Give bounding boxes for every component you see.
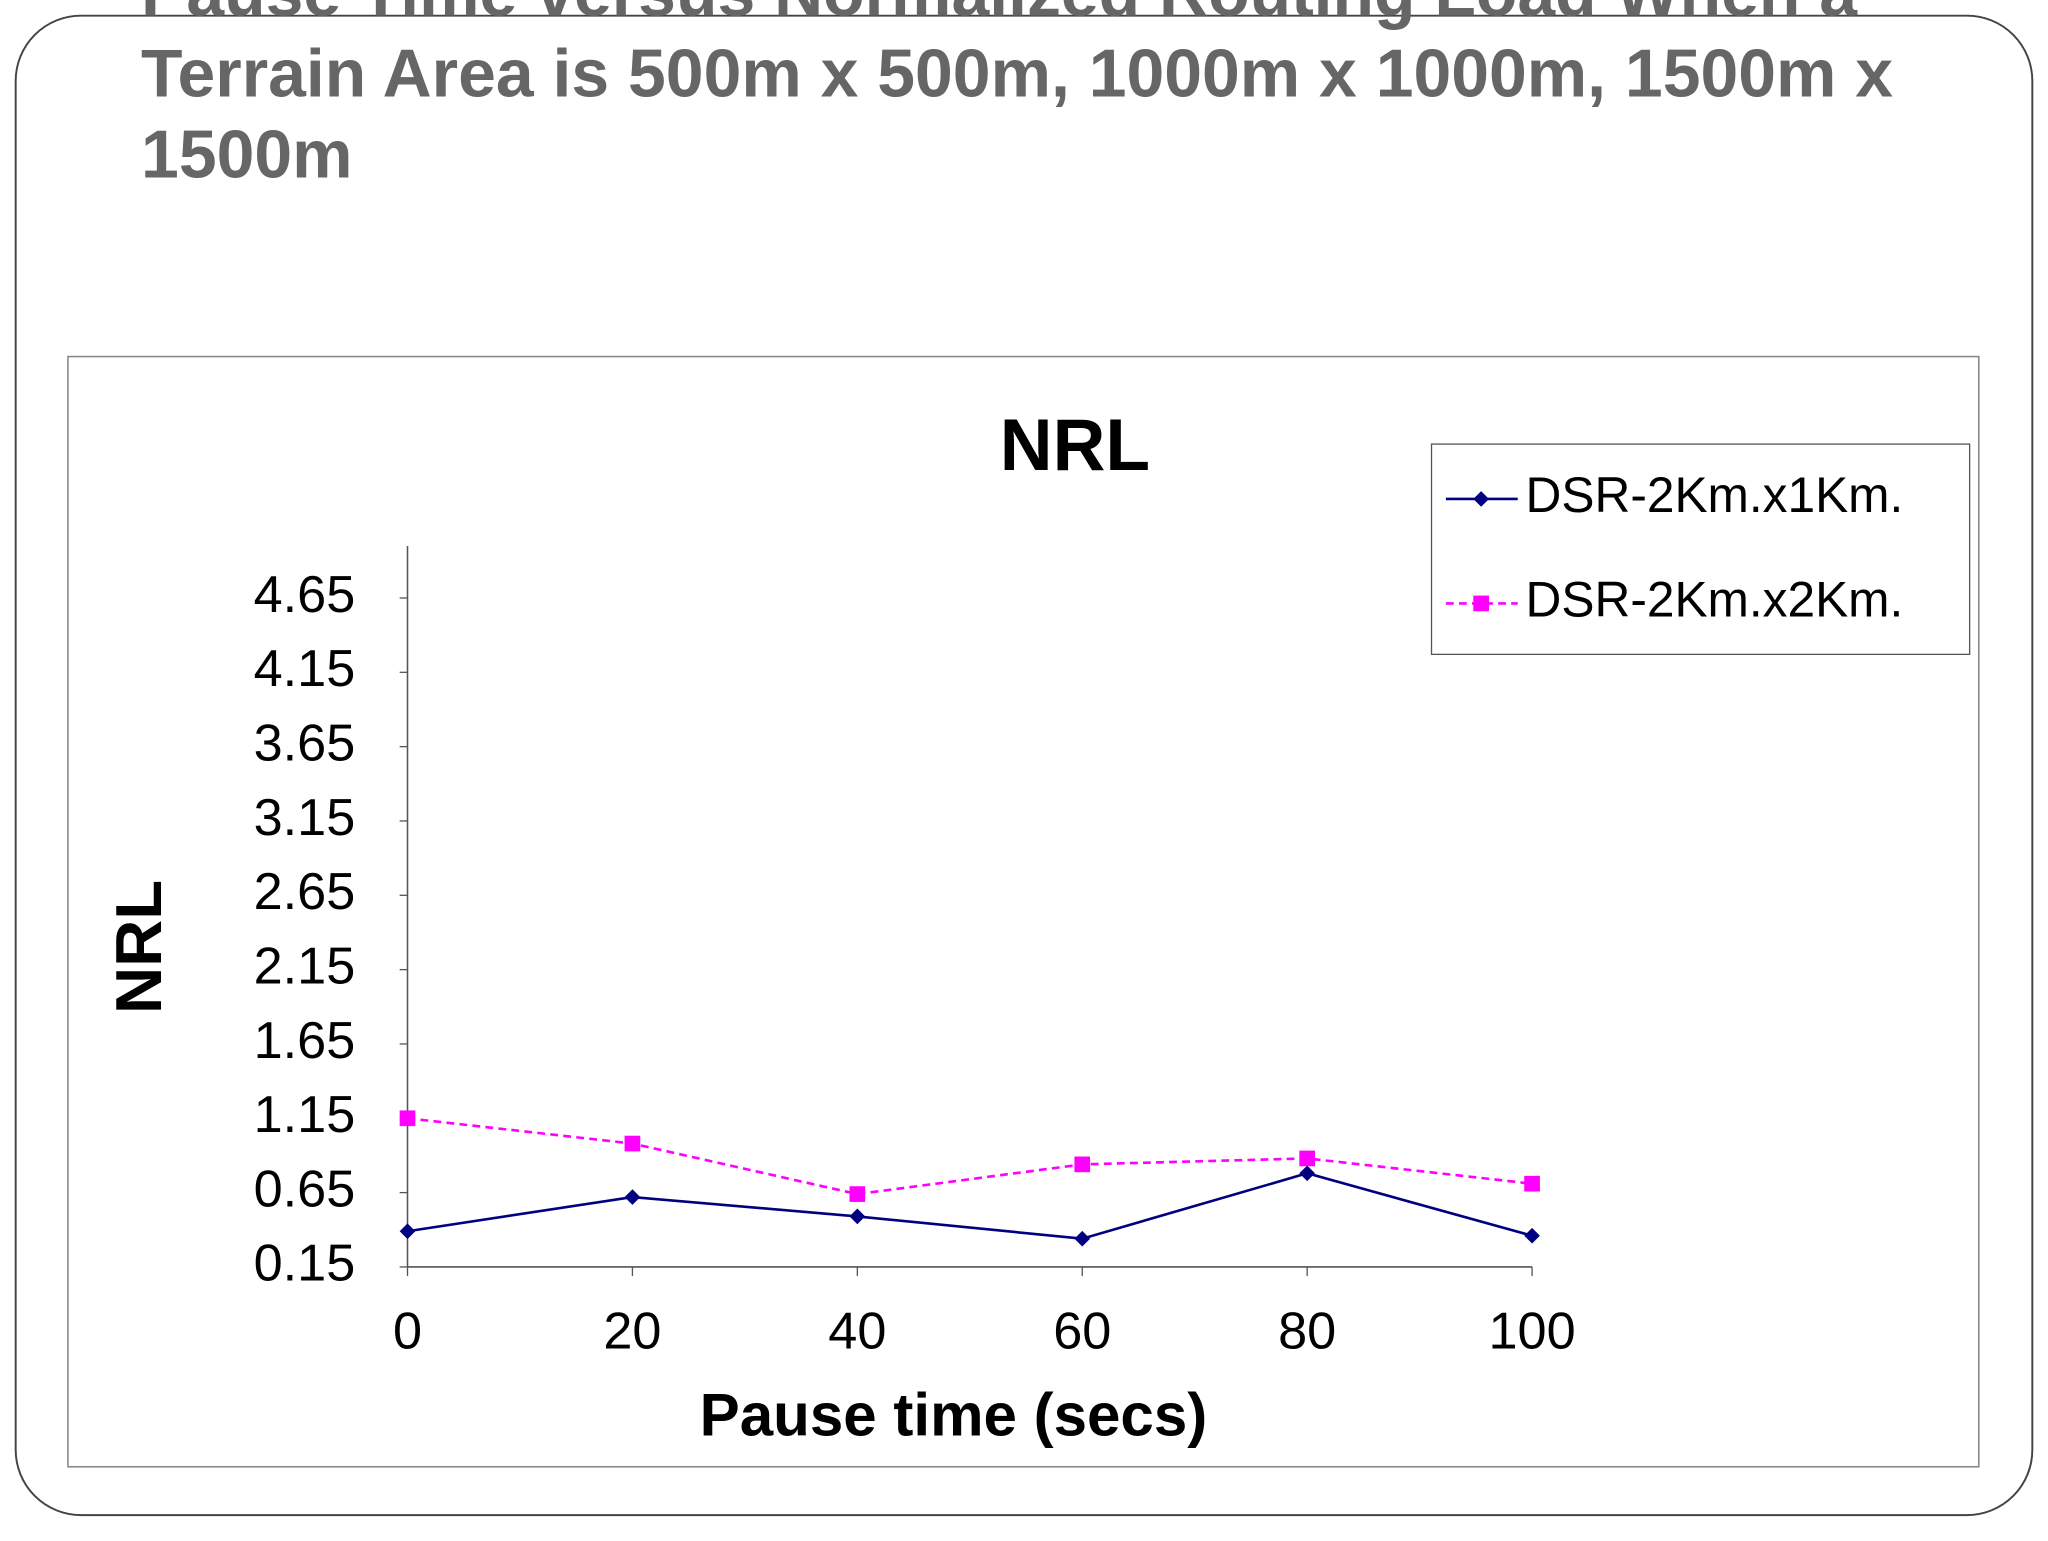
slide-title-box: Pause Time versus Normalized Routing Loa…	[141, 0, 1894, 194]
x-tick-label: 0	[393, 1303, 422, 1361]
marker	[849, 1208, 866, 1225]
legend-box	[1430, 443, 1971, 656]
y-tick-label: 0.15	[254, 1235, 356, 1293]
marker	[1473, 491, 1489, 507]
slide-title: Pause Time versus Normalized Routing Loa…	[141, 0, 1894, 194]
y-tick-label: 3.15	[254, 789, 356, 847]
y-tick-label: 2.65	[254, 863, 356, 921]
legend-label: DSR-2Km.x1Km.	[1526, 467, 1904, 523]
slide-frame	[14, 14, 2034, 1517]
x-axis-label: Pause time (secs)	[700, 1382, 1208, 1449]
chart-title: NRL	[1000, 405, 1150, 486]
marker	[1524, 1175, 1540, 1192]
marker	[1074, 1156, 1091, 1173]
marker	[1473, 595, 1489, 612]
x-tick-label: 80	[1278, 1303, 1336, 1361]
marker	[399, 1110, 416, 1127]
series-line	[407, 1116, 1533, 1196]
y-tick-label: 4.15	[254, 640, 356, 698]
y-tick-label: 0.65	[254, 1160, 356, 1218]
legend-label: DSR-2Km.x2Km.	[1526, 572, 1904, 628]
x-tick-label: 20	[603, 1303, 661, 1361]
marker	[1299, 1150, 1316, 1167]
marker	[849, 1186, 866, 1202]
marker	[1524, 1227, 1540, 1244]
series-line	[407, 1171, 1533, 1241]
x-tick-label: 40	[828, 1303, 886, 1361]
y-axis-label: NRL	[102, 880, 175, 1014]
x-tick-label: 100	[1489, 1303, 1576, 1361]
y-tick-label: 2.15	[254, 937, 356, 995]
y-tick-label: 4.65	[254, 566, 356, 624]
y-tick-label: 1.15	[254, 1086, 356, 1144]
y-tick-label: 1.65	[254, 1012, 356, 1070]
x-tick-label: 60	[1053, 1303, 1111, 1361]
y-tick-label: 3.65	[254, 714, 356, 772]
marker	[624, 1135, 641, 1152]
